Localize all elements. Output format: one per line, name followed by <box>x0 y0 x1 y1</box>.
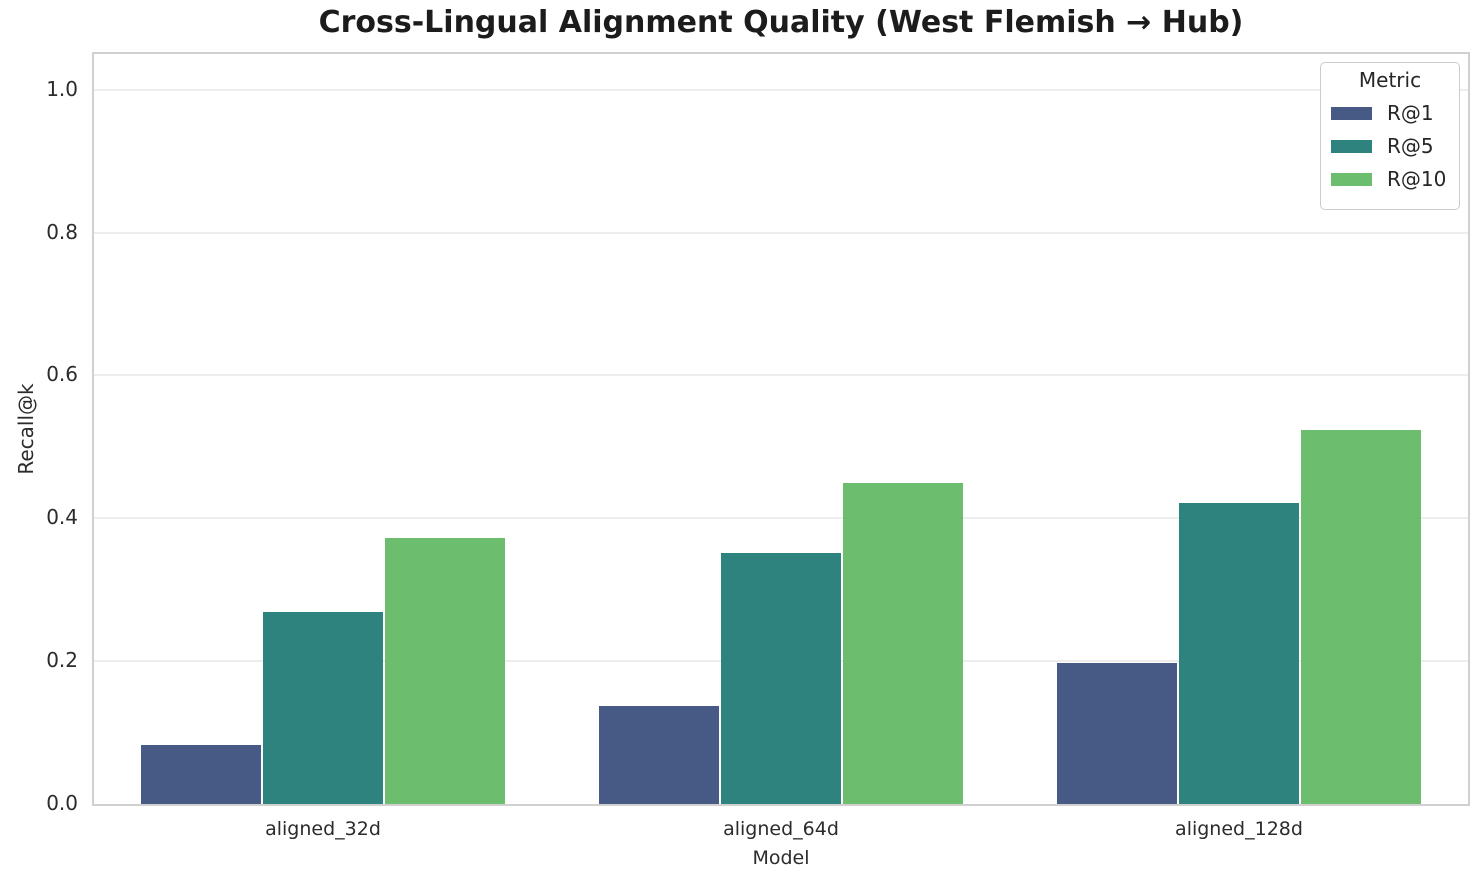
legend-swatch-icon <box>1331 106 1372 120</box>
bar-aligned_64d-r5 <box>720 552 842 804</box>
x-tick-label: aligned_32d <box>265 818 381 840</box>
x-tick-label: aligned_128d <box>1175 818 1303 840</box>
y-tick-label: 0.0 <box>46 791 78 815</box>
plot-area: Metric R@1 R@5 R@10 <box>92 52 1470 806</box>
legend-swatch-icon <box>1331 172 1372 186</box>
y-tick-label: 1.0 <box>46 76 78 101</box>
legend-item: R@1 <box>1331 101 1449 125</box>
legend-label: R@10 <box>1387 167 1447 191</box>
y-tick-label: 0.6 <box>46 362 78 387</box>
bar-aligned_32d-r5 <box>262 611 384 804</box>
bar-aligned_128d-r10 <box>1301 429 1422 804</box>
y-tick-label: 0.4 <box>46 505 78 530</box>
gridline <box>94 517 1468 520</box>
legend: Metric R@1 R@5 R@10 <box>1320 62 1460 210</box>
legend-swatch-icon <box>1331 139 1372 153</box>
y-tick-label: 0.8 <box>46 219 78 244</box>
legend-items: R@1 R@5 R@10 <box>1331 101 1449 191</box>
legend-title: Metric <box>1358 68 1422 92</box>
bar-aligned_64d-r10 <box>843 483 964 804</box>
y-axis-label: Recall@k <box>14 383 38 475</box>
gridline <box>94 374 1468 377</box>
bar-aligned_64d-r1 <box>598 706 719 804</box>
bar-aligned_128d-r1 <box>1056 662 1177 804</box>
bar-aligned_32d-r1 <box>140 745 261 804</box>
legend-label: R@1 <box>1387 101 1434 125</box>
bar-aligned_32d-r10 <box>385 538 506 804</box>
y-tick-label: 0.2 <box>46 648 78 673</box>
chart-title: Cross-Lingual Alignment Quality (West Fl… <box>318 5 1244 40</box>
gridline <box>94 88 1468 91</box>
gridline <box>94 231 1468 234</box>
legend-item: R@10 <box>1331 167 1449 191</box>
x-axis-label: Model <box>752 847 810 869</box>
legend-label: R@5 <box>1387 134 1434 158</box>
bar-aligned_128d-r5 <box>1178 502 1300 804</box>
x-tick-label: aligned_64d <box>723 818 839 840</box>
legend-item: R@5 <box>1331 134 1449 158</box>
